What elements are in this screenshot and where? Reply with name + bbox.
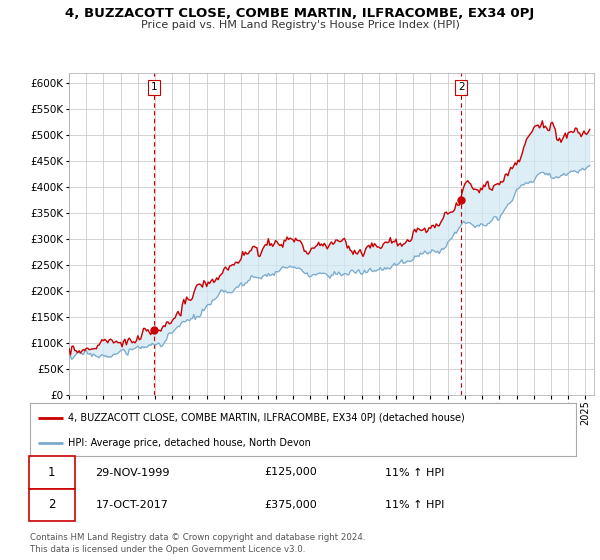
Text: £125,000: £125,000 — [265, 468, 317, 478]
Text: 1: 1 — [151, 82, 157, 92]
Text: 11% ↑ HPI: 11% ↑ HPI — [385, 500, 444, 510]
Text: Price paid vs. HM Land Registry's House Price Index (HPI): Price paid vs. HM Land Registry's House … — [140, 20, 460, 30]
Text: HPI: Average price, detached house, North Devon: HPI: Average price, detached house, Nort… — [68, 438, 311, 448]
Text: 4, BUZZACOTT CLOSE, COMBE MARTIN, ILFRACOMBE, EX34 0PJ: 4, BUZZACOTT CLOSE, COMBE MARTIN, ILFRAC… — [65, 7, 535, 20]
Text: 29-NOV-1999: 29-NOV-1999 — [95, 468, 170, 478]
FancyBboxPatch shape — [29, 456, 76, 488]
Text: 11% ↑ HPI: 11% ↑ HPI — [385, 468, 444, 478]
FancyBboxPatch shape — [29, 488, 76, 521]
Text: 2: 2 — [48, 498, 56, 511]
Text: 2: 2 — [458, 82, 464, 92]
Text: Contains HM Land Registry data © Crown copyright and database right 2024.
This d: Contains HM Land Registry data © Crown c… — [30, 533, 365, 554]
Text: £375,000: £375,000 — [265, 500, 317, 510]
Text: 1: 1 — [48, 466, 56, 479]
Text: 4, BUZZACOTT CLOSE, COMBE MARTIN, ILFRACOMBE, EX34 0PJ (detached house): 4, BUZZACOTT CLOSE, COMBE MARTIN, ILFRAC… — [68, 413, 465, 423]
Text: 17-OCT-2017: 17-OCT-2017 — [95, 500, 169, 510]
